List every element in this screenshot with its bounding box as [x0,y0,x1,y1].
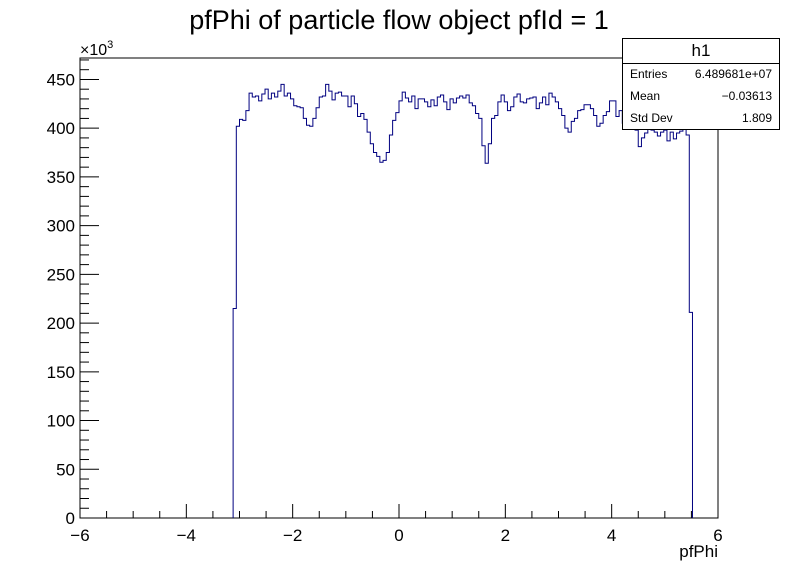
x-tick-label: 4 [607,526,616,545]
y-tick-label: 150 [47,363,75,382]
x-tick-label: −2 [283,526,302,545]
stats-box: h1 Entries 6.489681e+07 Mean −0.03613 St… [622,38,780,130]
histogram-line [232,83,693,518]
stats-std-value: 1.809 [741,111,772,125]
y-tick-label: 100 [47,412,75,431]
stats-mean-row: Mean −0.03613 [630,85,772,107]
y-tick-label: 0 [66,509,75,528]
y-tick-label: 50 [56,460,75,479]
chart-title: pfPhi of particle flow object pfId = 1 [189,5,609,35]
y-tick-label: 200 [47,314,75,333]
y-tick-label: 300 [47,217,75,236]
stats-mean-value: −0.03613 [721,89,772,103]
stats-entries-label: Entries [630,67,668,81]
x-tick-label: 6 [713,526,722,545]
y-tick-label: 350 [47,168,75,187]
stats-entries-value: 6.489681e+07 [694,67,772,81]
x-axis-label: pfPhi [679,542,718,561]
y-multiplier: ×103 [80,39,113,59]
y-tick-label: 250 [47,265,75,284]
x-tick-label: −6 [70,526,89,545]
y-tick-label: 400 [47,119,75,138]
stats-entries-row: Entries 6.489681e+07 [630,63,772,85]
y-tick-label: 450 [47,70,75,89]
stats-std-label: Std Dev [630,111,673,125]
stats-title: h1 [623,39,779,64]
stats-std-row: Std Dev 1.809 [630,107,772,129]
x-tick-label: 0 [394,526,403,545]
y-multiplier-base: ×10 [80,42,107,59]
stats-mean-label: Mean [630,89,661,103]
x-tick-label: 2 [501,526,510,545]
y-multiplier-exp: 3 [107,39,113,51]
x-tick-label: −4 [177,526,196,545]
axes: −6 −4 −2 0 2 4 6 0 50 100 150 200 250 300 350 400 450 [47,57,723,545]
